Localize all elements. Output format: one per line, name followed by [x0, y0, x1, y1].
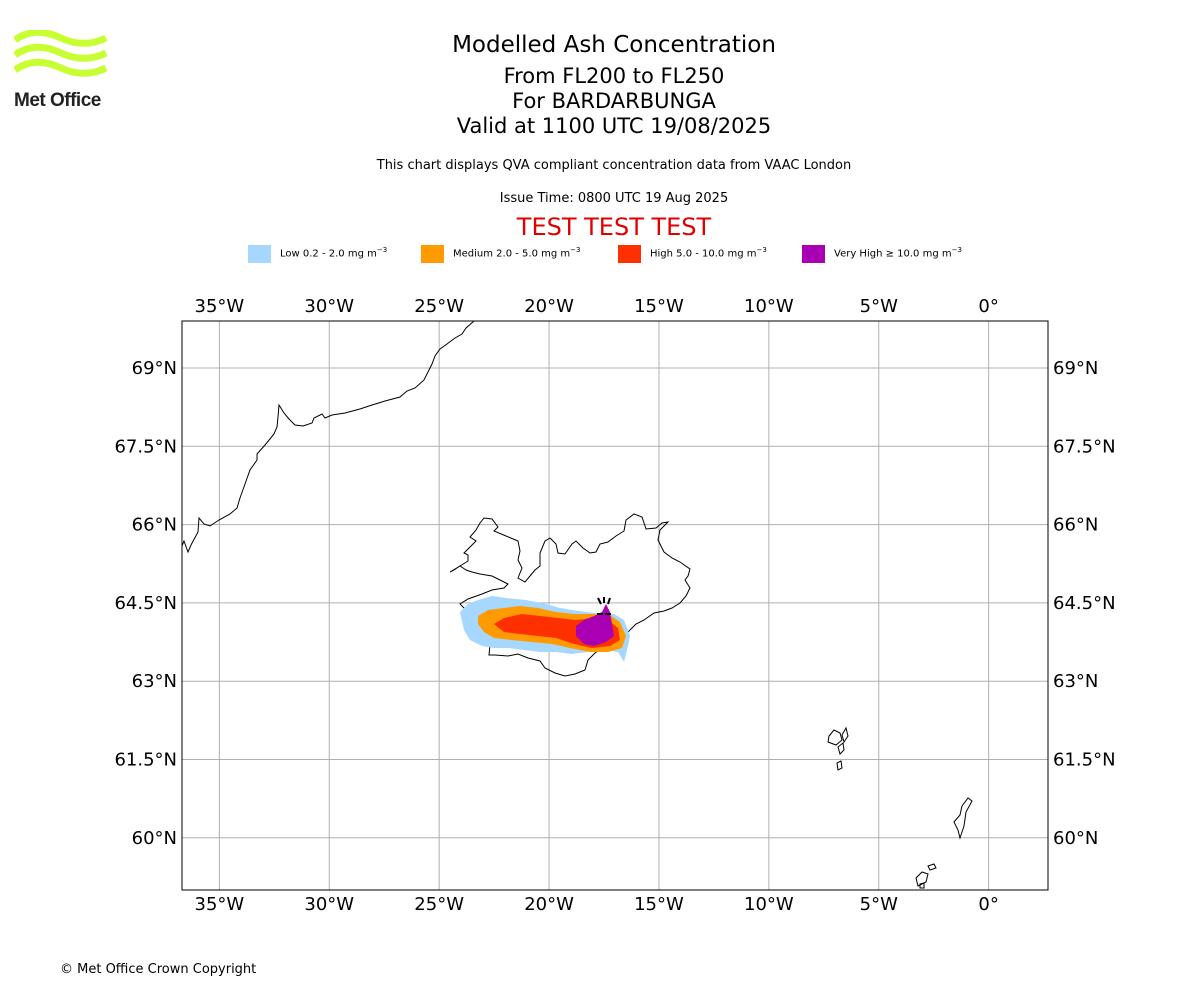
lon-tick-label: 20°W — [524, 296, 574, 317]
issue-time: Issue Time: 0800 UTC 19 Aug 2025 — [499, 191, 729, 206]
lon-tick-label: 5°W — [860, 296, 898, 317]
map-tick-labels: 35°W 35°W 30°W 30°W 25°W 25°W 20°W 20°W 15°W 15°W… — [114, 296, 1115, 915]
volcano-marker — [597, 597, 611, 615]
map-frame — [181, 320, 1049, 891]
met-office-logo: Met Office — [12, 28, 108, 112]
lon-tick-label: 10°W — [744, 894, 794, 915]
lat-tick-label-right: 66°N — [1053, 515, 1098, 536]
lon-tick-label: 25°W — [414, 894, 464, 915]
lon-tick-label: 0° — [978, 894, 998, 915]
legend-unit-exp: −3 — [376, 246, 388, 254]
lon-tick-label: 0° — [978, 296, 998, 317]
ash-area-very-high — [576, 604, 614, 646]
lat-tick-label-left: 60°N — [132, 828, 177, 849]
lat-tick-label-right: 64.5°N — [1053, 593, 1116, 614]
chart-title-block: Modelled Ash Concentration From FL200 to… — [314, 30, 914, 139]
faroe-islands-coastline — [827, 726, 849, 771]
legend-unit-exp: −3 — [951, 246, 962, 254]
lat-tick-label-left: 64.5°N — [114, 593, 177, 614]
legend-label-medium: Medium 2.0 - 5.0 mg m — [453, 248, 571, 260]
lat-tick-label-right: 69°N — [1053, 358, 1098, 379]
legend-unit-exp: −3 — [570, 246, 581, 254]
lat-tick-label-right: 63°N — [1053, 671, 1098, 692]
lon-tick-label: 30°W — [304, 296, 354, 317]
shetland-coastline — [953, 797, 973, 840]
lon-tick-label: 25°W — [414, 296, 464, 317]
qva-note: This chart displays QVA compliant concen… — [376, 158, 852, 173]
legend-label-very-high: Very High ≥ 10.0 mg m — [834, 248, 952, 260]
met-office-logo-text: Met Office — [14, 90, 101, 111]
lon-tick-label: 30°W — [304, 894, 354, 915]
lat-tick-label-left: 61.5°N — [114, 749, 177, 770]
orkney-coastline — [915, 863, 937, 889]
chart-title: Modelled Ash Concentration — [452, 32, 776, 58]
legend-unit-exp: −3 — [756, 246, 767, 254]
valid-time: Valid at 1100 UTC 19/08/2025 — [456, 114, 772, 138]
volcano-name: For BARDARBUNGA — [512, 89, 716, 113]
lon-tick-label: 35°W — [195, 894, 245, 915]
legend-label-low: Low 0.2 - 2.0 mg m — [280, 248, 377, 260]
lat-tick-label-left: 67.5°N — [114, 436, 177, 457]
test-banner: TEST TEST TEST — [516, 213, 712, 241]
lon-tick-label: 5°W — [860, 894, 898, 915]
map-gridlines — [182, 321, 1048, 890]
lon-tick-label: 15°W — [634, 894, 684, 915]
flight-level-range: From FL200 to FL250 — [503, 64, 725, 88]
legend-swatch-low — [248, 245, 271, 263]
lat-tick-label-left: 66°N — [132, 515, 177, 536]
met-office-logo-waves — [12, 28, 108, 77]
legend-swatch-medium — [421, 245, 444, 263]
lon-tick-label: 15°W — [634, 296, 684, 317]
lat-tick-label-right: 61.5°N — [1053, 749, 1116, 770]
lat-tick-label-right: 67.5°N — [1053, 436, 1116, 457]
legend-swatch-very-high — [802, 245, 825, 263]
lon-tick-label: 35°W — [195, 296, 245, 317]
lon-tick-label: 20°W — [524, 894, 574, 915]
lat-tick-label-left: 69°N — [132, 358, 177, 379]
copyright: © Met Office Crown Copyright — [60, 962, 257, 977]
lon-tick-label: 10°W — [744, 296, 794, 317]
greenland-coastline — [182, 321, 475, 554]
legend-swatch-high — [618, 245, 641, 263]
lat-tick-label-left: 63°N — [132, 671, 177, 692]
legend-label-high: High 5.0 - 10.0 mg m — [650, 248, 757, 260]
lat-tick-label-right: 60°N — [1053, 828, 1098, 849]
